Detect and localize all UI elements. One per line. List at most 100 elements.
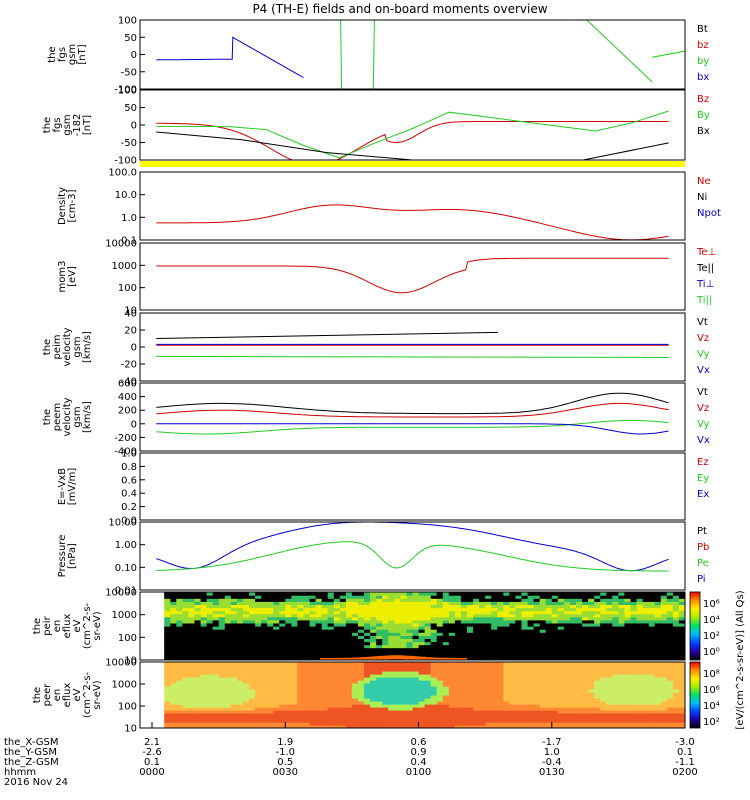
spectrogram-cell xyxy=(273,692,280,696)
spectrogram-cell xyxy=(327,622,335,627)
spectrogram-cell xyxy=(569,601,577,605)
spectrogram-cell xyxy=(230,713,238,717)
spectrogram-cell xyxy=(224,598,232,602)
spectrogram-cell xyxy=(636,662,644,666)
spectrogram-cell xyxy=(273,656,280,660)
spectrogram-cell xyxy=(218,665,226,669)
spectrogram-cell xyxy=(497,629,504,633)
spectrogram-cell xyxy=(224,719,232,723)
spectrogram-cell xyxy=(648,680,656,684)
spectrogram-cell xyxy=(442,641,450,646)
spectrogram-cell xyxy=(351,683,359,687)
spectrogram-cell xyxy=(412,680,420,684)
spectrogram-cell xyxy=(242,671,250,675)
spectrogram-cell xyxy=(321,698,329,702)
spectrogram-cell xyxy=(140,683,147,687)
spectrogram-cell xyxy=(557,683,565,687)
spectrogram-cell xyxy=(491,722,498,726)
spectrogram-cell xyxy=(642,607,650,612)
spectrogram-cell xyxy=(176,610,183,615)
spectrogram-cell xyxy=(255,601,262,605)
spectrogram-cell xyxy=(212,707,220,711)
spectrogram-cell xyxy=(170,680,177,684)
spectrogram-cell xyxy=(515,677,523,681)
spectrogram-cell xyxy=(533,725,541,728)
spectrogram-cell xyxy=(533,683,541,687)
spectrogram-cell xyxy=(636,629,644,633)
spectrogram-cell xyxy=(551,616,559,621)
spectrogram-cell xyxy=(436,719,444,723)
spectrogram-cell xyxy=(273,722,280,726)
spectrogram-cell xyxy=(582,695,589,699)
spectrogram-cell xyxy=(194,716,202,720)
spectrogram-cell xyxy=(249,695,256,699)
spectrogram-cell xyxy=(636,713,644,717)
spectrogram-cell xyxy=(660,607,668,612)
spectrogram-cell xyxy=(388,592,395,596)
spectrogram-cell xyxy=(200,629,208,633)
spectrogram-cell xyxy=(454,644,462,649)
spectrogram-cell xyxy=(212,695,220,699)
spectrogram-cell xyxy=(188,686,196,690)
spectrogram-cell xyxy=(261,632,268,636)
spectrogram-cell xyxy=(279,616,286,621)
spectrogram-cell xyxy=(309,701,317,705)
spectrogram-cell xyxy=(339,613,347,618)
spectrogram-cell xyxy=(618,595,626,599)
spectrogram-cell xyxy=(624,704,632,708)
spectrogram-cell xyxy=(624,592,632,596)
spectrogram-cell xyxy=(376,710,383,714)
spectrogram-cell xyxy=(176,665,183,669)
spectrogram-cell xyxy=(218,710,226,714)
spectrogram-cell xyxy=(327,677,335,681)
spectrogram-cell xyxy=(473,689,480,693)
spectrogram-cell xyxy=(345,704,353,708)
spectrogram-cell xyxy=(666,638,674,643)
spectrogram-cell xyxy=(618,592,626,596)
spectrogram-cell xyxy=(582,619,589,624)
spectrogram-cell xyxy=(140,613,147,618)
plot-area xyxy=(156,392,669,435)
spectrogram-cell xyxy=(672,689,680,693)
spectrogram-cell xyxy=(412,662,420,666)
spectrogram-cell xyxy=(430,665,438,669)
spectrogram-cell xyxy=(224,644,232,649)
spectrogram-cell xyxy=(485,713,492,717)
spectrogram-cell xyxy=(291,592,299,596)
spectrogram-cell xyxy=(594,613,601,618)
y-axis-label: [cm-3] xyxy=(67,189,78,222)
spectrogram-cell xyxy=(515,641,523,646)
spectrogram-cell xyxy=(491,638,498,643)
spectrogram-cell xyxy=(539,635,547,639)
spectrogram-cell xyxy=(448,665,456,669)
spectrogram-cell xyxy=(224,635,232,639)
spectrogram-cell xyxy=(442,701,450,705)
spectrogram-cell xyxy=(630,710,638,714)
spectrogram-cell xyxy=(648,604,656,609)
spectrogram-cell xyxy=(430,626,438,630)
spectrogram-cell xyxy=(255,719,262,723)
spectrogram-cell xyxy=(152,650,159,655)
spectrogram-cell xyxy=(503,713,510,717)
spectrogram-cell xyxy=(382,650,389,655)
spectrogram-cell xyxy=(497,665,504,669)
spectrogram-cell xyxy=(539,607,547,612)
spectrogram-cell xyxy=(273,662,280,666)
spectrogram-cell xyxy=(327,680,335,684)
spectrogram-cell xyxy=(267,686,274,690)
spectrogram-cell xyxy=(333,677,341,681)
spectrogram-cell xyxy=(230,704,238,708)
spectrogram-cell xyxy=(654,626,662,630)
spectrogram-cell xyxy=(467,610,474,615)
spectrogram-cell xyxy=(200,704,208,708)
spectrogram-cell xyxy=(315,701,323,705)
spectrogram-cell xyxy=(485,604,492,609)
spectrogram-cell xyxy=(351,686,359,690)
spectrogram-cell xyxy=(557,680,565,684)
spectrogram-cell xyxy=(442,710,450,714)
spectrogram-cell xyxy=(382,604,389,609)
spectrogram-cell xyxy=(533,650,541,655)
spectrogram-cell xyxy=(218,722,226,726)
spectrogram-cell xyxy=(454,638,462,643)
spectrogram-cell xyxy=(515,701,523,705)
